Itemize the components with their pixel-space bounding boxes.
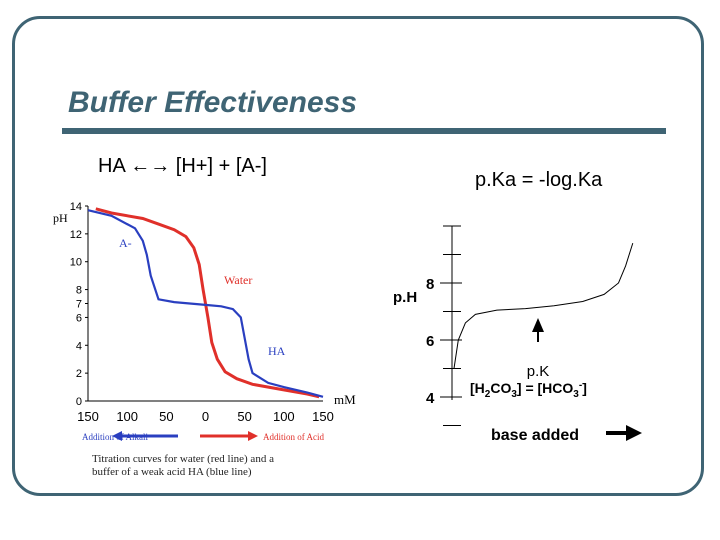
caption-line-1: Titration curves for water (red line) an… xyxy=(92,453,274,465)
buffer-curve xyxy=(453,242,634,369)
left-ytick-label: 8 xyxy=(76,285,82,297)
pk-label: p.K xyxy=(527,363,550,380)
pk-equation: [H2CO3] = [HCO3-] xyxy=(470,380,587,400)
left-ytick-label: 7 xyxy=(76,299,82,311)
left-ytick-label: 6 xyxy=(76,312,82,324)
right-xlabel: base added xyxy=(491,427,579,444)
left-ytick-label: 10 xyxy=(70,257,82,269)
left-xtick-label: 0 xyxy=(202,409,209,424)
a-minus-label: A- xyxy=(119,236,132,250)
left-ytick-label: 12 xyxy=(70,229,82,241)
dissociation-equation: HA ←→ [H+] + [A-] xyxy=(98,155,267,177)
base-arrow-head xyxy=(626,425,642,441)
left-xtick-label: 150 xyxy=(77,409,99,424)
caption-line-2: buffer of a weak acid HA (blue line) xyxy=(92,466,252,478)
legend-alkali: Addition of Alkali xyxy=(82,432,148,442)
slide-frame xyxy=(12,16,704,496)
left-xtick-label: 100 xyxy=(273,409,295,424)
title-rule xyxy=(62,128,666,134)
pk-chart: 8 6 4 p.H p.K [H2CO3] = [HCO3-] base added xyxy=(393,225,642,444)
left-xtick-label: 50 xyxy=(237,409,251,424)
left-ytick-label: 2 xyxy=(76,368,82,380)
right-ytick-label: 6 xyxy=(426,333,434,350)
series-water-line xyxy=(95,207,320,399)
left-ylabel: pH xyxy=(53,211,68,225)
pka-equation: p.Ka = -log.Ka xyxy=(475,169,603,191)
slide-title: Buffer Effectiveness xyxy=(68,86,358,119)
ha-label: HA xyxy=(268,344,286,358)
alkali-arrow-head xyxy=(112,431,122,441)
right-ylabel: p.H xyxy=(393,289,417,306)
water-label: Water xyxy=(224,273,252,287)
left-xtick-label: 150 xyxy=(312,409,334,424)
left-xunit: mM xyxy=(334,392,356,407)
acid-arrow-head xyxy=(248,431,258,441)
legend-acid: Addition of Acid xyxy=(263,432,324,442)
left-ytick-label: 14 xyxy=(70,201,82,213)
pk-arrow-head xyxy=(532,318,544,332)
left-xtick-label: 100 xyxy=(116,409,138,424)
right-ytick-label: 4 xyxy=(426,390,435,407)
left-xtick-label: 50 xyxy=(159,409,173,424)
left-ytick-label: 0 xyxy=(76,396,82,408)
right-ytick-label: 8 xyxy=(426,276,434,293)
series-ha-line xyxy=(87,209,324,398)
left-ytick-label: 4 xyxy=(76,340,82,352)
